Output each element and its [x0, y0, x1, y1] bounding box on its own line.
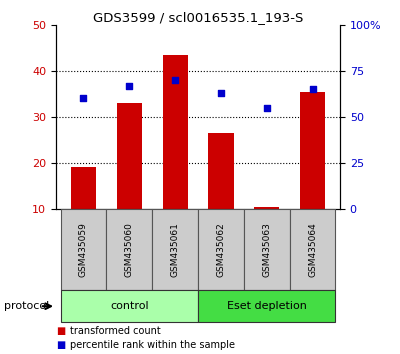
Bar — [254, 207, 279, 209]
Title: GDS3599 / scl0016535.1_193-S: GDS3599 / scl0016535.1_193-S — [93, 11, 303, 24]
Bar — [162, 55, 188, 209]
Text: ■: ■ — [56, 340, 65, 350]
Text: GSM435059: GSM435059 — [79, 222, 88, 277]
Point — [218, 90, 224, 96]
Bar — [290, 209, 336, 290]
Text: ■: ■ — [56, 326, 65, 336]
Text: transformed count: transformed count — [70, 326, 161, 336]
Text: GSM435060: GSM435060 — [125, 222, 134, 277]
Text: GSM435062: GSM435062 — [216, 222, 226, 277]
Text: GSM435063: GSM435063 — [262, 222, 271, 277]
Bar — [244, 209, 290, 290]
Bar — [60, 290, 198, 322]
Point — [80, 96, 87, 101]
Bar — [60, 209, 106, 290]
Bar — [71, 167, 96, 209]
Text: protocol: protocol — [4, 301, 49, 311]
Point — [126, 83, 132, 88]
Point — [264, 105, 270, 110]
Bar — [117, 103, 142, 209]
Bar — [152, 209, 198, 290]
Bar — [198, 290, 336, 322]
Point — [172, 77, 178, 83]
Bar — [208, 133, 234, 209]
Text: percentile rank within the sample: percentile rank within the sample — [70, 340, 235, 350]
Text: GSM435061: GSM435061 — [170, 222, 180, 277]
Bar — [198, 209, 244, 290]
Point — [309, 86, 316, 92]
Text: control: control — [110, 301, 149, 311]
Text: Eset depletion: Eset depletion — [227, 301, 307, 311]
Bar — [106, 209, 152, 290]
Bar — [300, 92, 325, 209]
Text: GSM435064: GSM435064 — [308, 222, 317, 277]
